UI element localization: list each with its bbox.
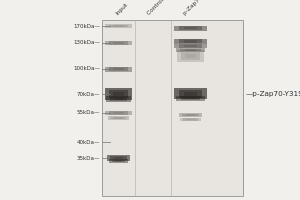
Text: 100kDa—: 100kDa— [74,66,100,72]
Bar [108,116,129,120]
Bar [185,97,196,99]
Bar [181,52,200,60]
Bar [180,118,201,121]
Bar [115,160,122,162]
Text: 130kDa—: 130kDa— [74,40,100,46]
Bar [109,111,128,115]
Text: Input: Input [115,2,129,16]
Bar [114,157,123,159]
Bar [181,96,200,100]
Bar [179,90,202,98]
Text: 35kDa—: 35kDa— [77,156,101,160]
Bar [182,114,199,116]
Bar [174,39,207,44]
Bar [109,90,128,98]
Bar [114,117,123,119]
Bar [109,67,128,71]
Text: 40kDa—: 40kDa— [77,140,101,144]
Bar [105,66,132,72]
Text: 170kDa—: 170kDa— [74,23,100,28]
Bar [184,45,197,47]
Bar [113,112,124,114]
Text: p-Zap70-Y319 antibody: p-Zap70-Y319 antibody [182,0,234,16]
Bar [186,114,195,116]
Bar [179,44,202,48]
Bar [109,41,128,45]
Bar [113,92,124,96]
Bar [105,111,132,115]
Bar [109,159,128,163]
Bar [113,25,124,27]
Text: —p-Zap70-Y319: —p-Zap70-Y319 [246,91,300,97]
Bar [109,25,128,27]
Bar [110,156,127,160]
Bar [113,68,124,70]
Bar [113,42,124,44]
Bar [110,97,127,101]
Bar [185,54,196,58]
Text: 55kDa—: 55kDa— [77,110,101,115]
Bar [180,49,201,51]
Bar [114,98,123,100]
Bar [176,96,205,100]
Bar [184,92,197,96]
Bar [176,48,205,52]
Bar [102,20,243,196]
Bar [174,44,207,48]
Bar [183,118,198,121]
Bar [105,88,132,100]
Bar [179,113,202,117]
Text: 70kDa—: 70kDa— [77,92,101,97]
Bar [184,27,197,29]
Bar [106,96,131,102]
Bar [179,26,202,30]
Bar [177,50,204,62]
Bar [111,117,126,119]
Bar [105,24,132,28]
Bar [186,119,195,120]
Text: Control IgG: Control IgG [146,0,173,16]
Bar [107,155,130,161]
Bar [179,39,202,43]
Bar [184,49,196,51]
Bar [184,40,197,43]
Bar [105,41,132,45]
Bar [174,88,207,99]
Bar [174,25,207,30]
Bar [112,160,125,162]
